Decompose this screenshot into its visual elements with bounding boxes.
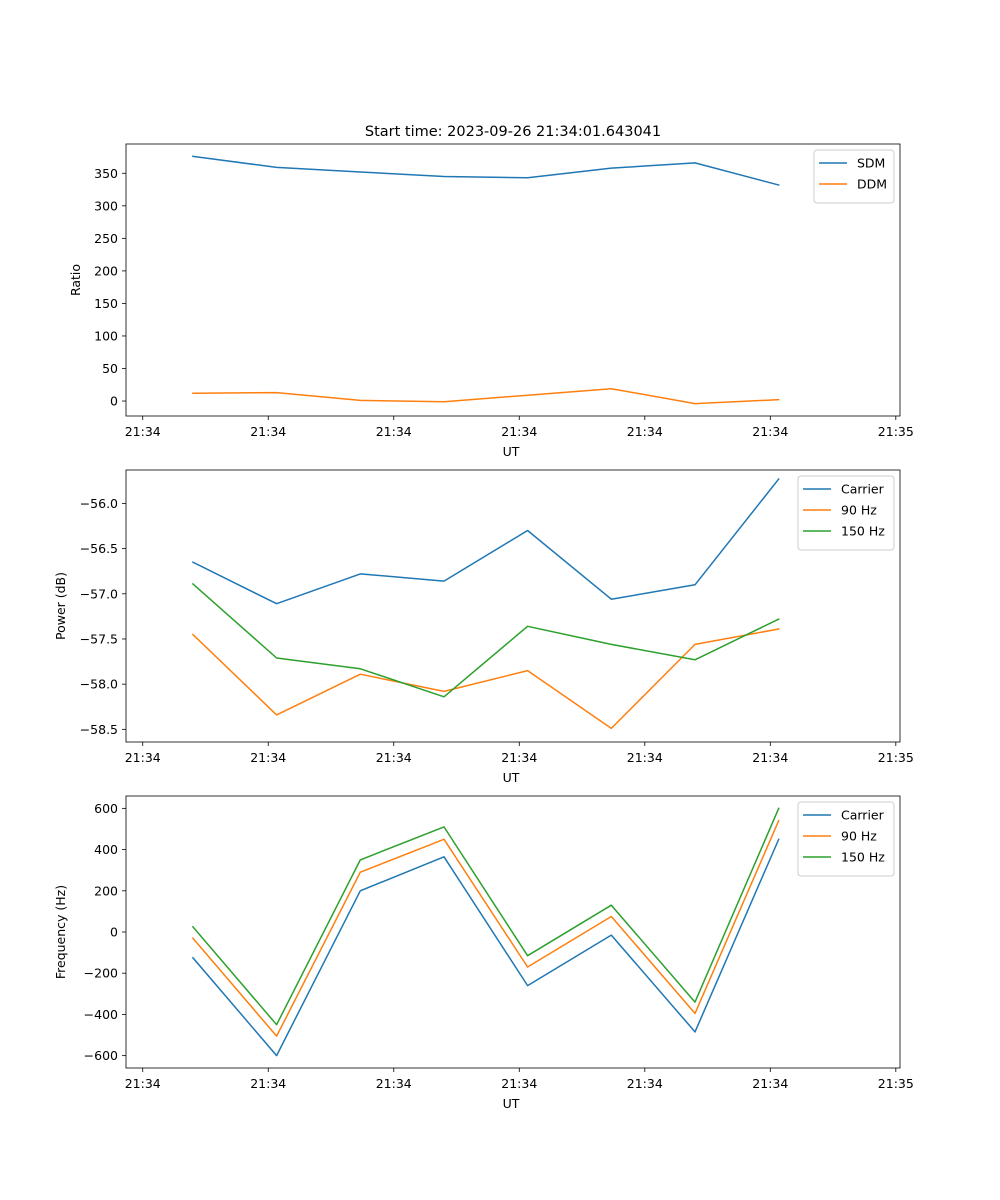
y-tick-label: 250 [94,231,118,246]
x-tick-label: 21:34 [376,424,412,439]
y-tick-label: 200 [94,263,118,278]
x-tick-label: 21:34 [627,750,663,765]
y-tick-label: −400 [84,1007,118,1022]
series-line-90-hz [191,819,780,1037]
y-tick-label: −57.5 [80,631,118,646]
x-axis-label: UT [503,1096,520,1111]
y-tick-label: −56.0 [80,496,118,511]
y-tick-label: 350 [94,166,118,181]
y-tick-label: −200 [84,966,118,981]
legend-label: 150 Hz [841,524,885,539]
y-axis-label: Frequency (Hz) [53,885,68,979]
y-axis-label: Ratio [68,264,83,296]
x-tick-label: 21:34 [501,750,537,765]
series-line-carrier [191,838,780,1057]
legend: SDM DDM [813,149,895,204]
chart-3: 21:34 21:34 21:34 21:34 21:34 21:34 21:35 −600 −… [53,795,914,1111]
x-tick-label: 21:34 [752,424,788,439]
x-axis-label: UT [503,770,520,785]
legend: Carrier 90 Hz 150 Hz [797,475,895,551]
legend-label: SDM [857,156,885,171]
legend-label: 90 Hz [841,829,877,844]
x-axis-label: UT [503,444,520,459]
x-tick-label: 21:34 [376,1076,412,1091]
legend: Carrier 90 Hz 150 Hz [797,801,895,877]
x-tick-label: 21:34 [125,1076,161,1091]
legend-label: 90 Hz [841,503,877,518]
x-tick-label: 21:34 [627,424,663,439]
y-tick-label: 0 [110,925,118,940]
legend-label: Carrier [841,808,885,823]
y-tick-label: −57.0 [80,586,118,601]
x-tick-label: 21:35 [878,750,914,765]
x-tick-label: 21:34 [125,750,161,765]
y-tick-label: 600 [94,801,118,816]
y-axis-label: Power (dB) [53,572,68,640]
x-tick-label: 21:34 [250,1076,286,1091]
y-tick-label: −58.0 [80,677,118,692]
chart-2: 21:34 21:34 21:34 21:34 21:34 21:34 21:35 −58.5… [53,469,914,785]
x-tick-label: 21:34 [627,1076,663,1091]
x-tick-label: 21:34 [501,424,537,439]
axes-frame [125,143,901,417]
y-tick-label: −56.5 [80,541,118,556]
y-tick-label: −58.5 [80,722,118,737]
x-tick-label: 21:34 [501,1076,537,1091]
legend-label: DDM [857,177,887,192]
x-tick-label: 21:34 [250,424,286,439]
y-tick-label: 300 [94,198,118,213]
series-line-carrier [191,477,780,605]
y-tick-label: 200 [94,883,118,898]
y-tick-label: 400 [94,842,118,857]
axes-frame [125,469,901,743]
legend-label: Carrier [841,482,885,497]
series-line-sdm [192,155,780,186]
x-tick-label: 21:34 [752,1076,788,1091]
x-tick-label: 21:35 [878,424,914,439]
figure-title: Start time: 2023-09-26 21:34:01.643041 [365,124,661,140]
x-tick-label: 21:35 [878,1076,914,1091]
series-line-ddm [192,387,780,405]
series-line-150-hz [191,582,780,698]
series-line-150-hz [191,807,780,1026]
y-tick-label: 150 [94,296,118,311]
series-line-90-hz [191,628,780,730]
charts-container: 21:34 21:34 21:34 21:34 21:34 21:34 21:35 0 50 10… [53,143,914,1111]
y-tick-label: 100 [94,328,118,343]
y-tick-label: 0 [110,394,118,409]
x-tick-label: 21:34 [250,750,286,765]
x-tick-label: 21:34 [376,750,412,765]
y-tick-label: −600 [84,1048,118,1063]
chart-1: 21:34 21:34 21:34 21:34 21:34 21:34 21:35 0 50 10… [68,143,914,459]
x-tick-label: 21:34 [752,750,788,765]
x-tick-label: 21:34 [125,424,161,439]
legend-label: 150 Hz [841,850,885,865]
y-tick-label: 50 [102,361,118,376]
